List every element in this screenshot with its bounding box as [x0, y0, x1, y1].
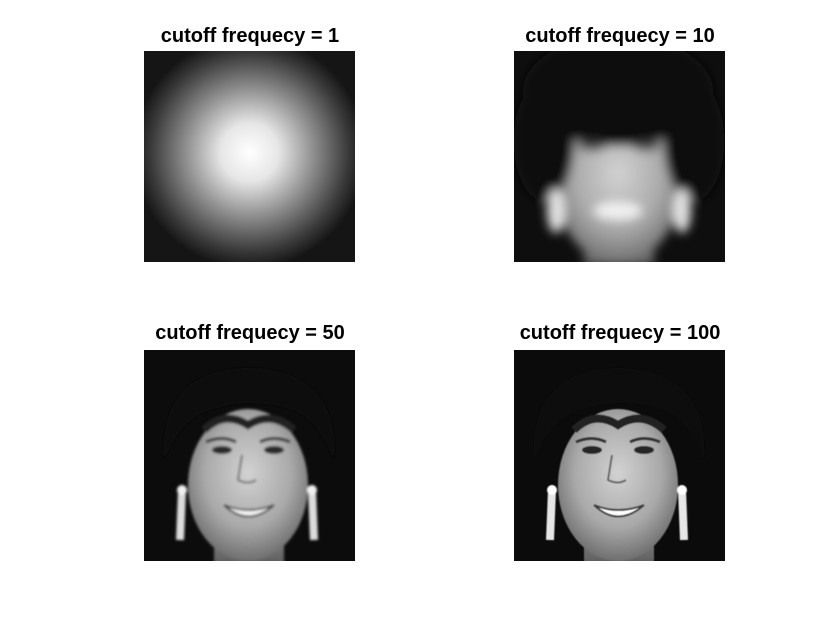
panel-title-cutoff-10: cutoff frequecy = 10: [525, 25, 715, 47]
panel-title-cutoff-1: cutoff frequecy = 1: [160, 25, 340, 47]
image-cutoff-50: [144, 350, 355, 561]
image-cutoff-100: [514, 350, 725, 561]
image-cutoff-1: [144, 51, 355, 262]
image-cutoff-10: [514, 51, 725, 262]
panel-title-cutoff-100: cutoff frequecy = 100: [519, 322, 721, 344]
panel-title-cutoff-50: cutoff frequecy = 50: [155, 322, 345, 344]
